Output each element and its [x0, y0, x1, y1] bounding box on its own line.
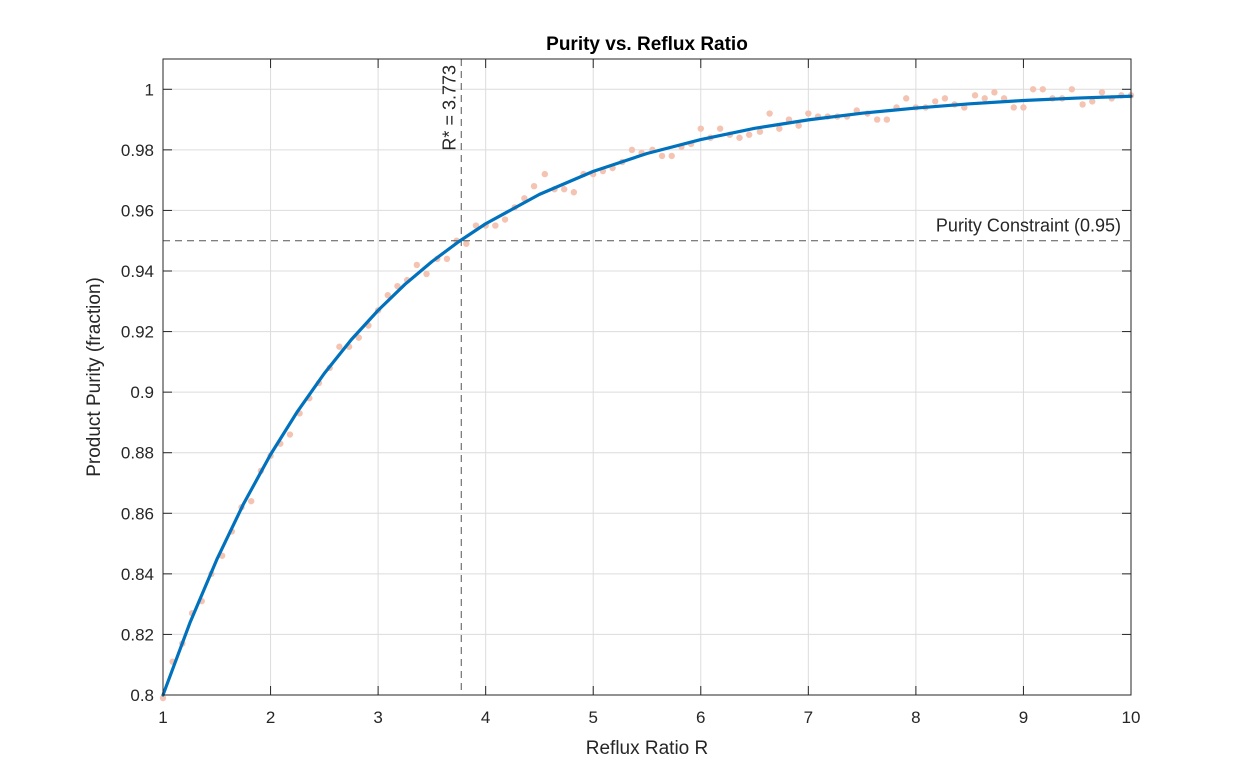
data-point — [1039, 86, 1047, 93]
x-axis-label: Reflux Ratio R — [586, 738, 709, 759]
data-point — [1000, 95, 1008, 102]
data-point — [541, 170, 549, 178]
y-tick-label: 0.8 — [130, 686, 154, 705]
data-point — [1029, 86, 1037, 93]
data-point — [971, 92, 979, 99]
y-axis-label: Product Purity (fraction) — [84, 277, 105, 477]
data-point — [472, 222, 480, 229]
fit-curve — [161, 94, 1133, 697]
data-point — [932, 98, 939, 105]
data-point — [873, 116, 881, 123]
x-tick-label: 7 — [804, 708, 813, 727]
data-point — [443, 255, 451, 263]
data-point — [668, 152, 675, 160]
data-point — [776, 125, 783, 132]
axis-ticks: 1 2 3 4 5 6 7 8 9 10 0.8 0.82 0.84 0.86 0.88 0.9 0.92 0.9… — [121, 59, 1141, 727]
data-point — [745, 131, 753, 138]
plot-frame — [162, 58, 1132, 696]
chart-title: Purity vs. Reflux Ratio — [546, 34, 748, 55]
y-tick-label: 0.94 — [121, 262, 154, 281]
data-point — [1098, 89, 1106, 96]
data-point — [286, 431, 294, 438]
data-point — [766, 110, 773, 117]
data-point — [394, 282, 401, 290]
purity-constraint-label: Purity Constraint (0.95) — [936, 216, 1121, 236]
data-point — [883, 116, 891, 123]
data-point — [1010, 104, 1017, 111]
x-tick-label: 8 — [911, 708, 920, 727]
y-tick-label: 0.88 — [121, 444, 154, 463]
data-point — [795, 122, 802, 129]
x-tick-label: 10 — [1122, 708, 1141, 727]
data-point — [463, 240, 470, 247]
data-point — [560, 186, 568, 193]
x-tick-label: 5 — [588, 708, 597, 727]
data-point — [492, 222, 499, 229]
x-tick-label: 2 — [266, 708, 275, 727]
data-point — [1079, 101, 1086, 108]
x-tick-label: 1 — [158, 708, 167, 727]
y-tick-label: 0.9 — [130, 383, 154, 402]
data-point — [716, 125, 724, 132]
data-point — [413, 261, 421, 269]
data-point — [756, 128, 764, 135]
optimal-reflux-label: R* = 3.773 — [439, 65, 459, 151]
data-point — [423, 270, 430, 278]
x-tick-label: 9 — [1019, 708, 1028, 727]
y-tick-label: 0.92 — [121, 323, 154, 342]
data-point — [530, 183, 538, 190]
data-point — [1068, 86, 1076, 93]
data-point — [805, 110, 812, 117]
y-tick-label: 0.86 — [121, 504, 154, 523]
data-point — [903, 95, 910, 102]
fit-curve-layer — [161, 94, 1133, 697]
data-point — [736, 134, 743, 141]
data-point — [1089, 98, 1096, 105]
data-point — [981, 95, 988, 102]
data-point — [247, 497, 255, 505]
data-point — [384, 292, 391, 299]
y-tick-label: 1 — [145, 80, 154, 99]
data-point — [628, 146, 636, 154]
x-tick-label: 4 — [481, 708, 490, 727]
data-point — [658, 152, 666, 160]
data-point — [570, 189, 578, 196]
plot-background — [163, 59, 1131, 695]
x-tick-label: 6 — [696, 708, 705, 727]
data-point — [1020, 104, 1027, 111]
data-point — [336, 343, 343, 350]
data-point — [355, 334, 362, 341]
data-point — [159, 694, 167, 702]
data-point — [941, 95, 949, 102]
data-point — [501, 216, 509, 223]
y-tick-label: 0.96 — [121, 201, 154, 220]
x-tick-label: 3 — [373, 708, 382, 727]
y-tick-label: 0.98 — [121, 141, 154, 160]
reference-lines — [163, 59, 1131, 695]
data-point — [991, 89, 998, 96]
y-tick-label: 0.84 — [121, 565, 154, 584]
y-tick-label: 0.82 — [121, 625, 154, 644]
data-point — [697, 125, 704, 132]
